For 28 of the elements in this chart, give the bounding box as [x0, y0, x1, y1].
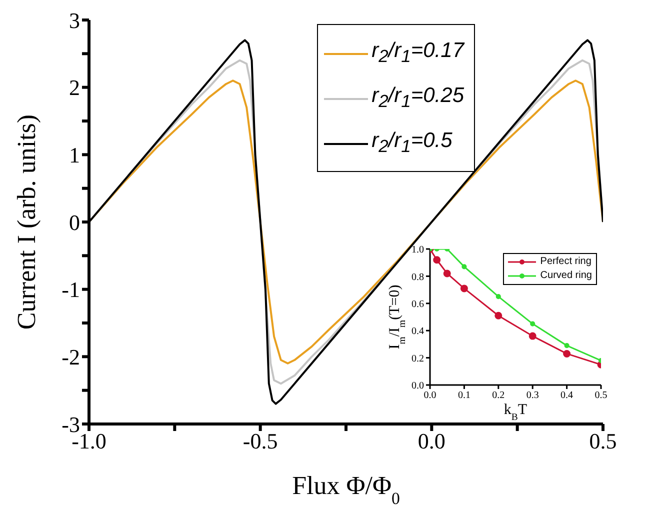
x-tick-label: 0.0 [424, 390, 436, 402]
x-tick-label: 0.2 [492, 390, 505, 402]
legend-label: r$_{2}$/r$_{1}$=0.5 [372, 128, 452, 159]
y-tick-label: 0.8 [412, 272, 424, 283]
y-tick-label: 2 [69, 75, 80, 100]
legend-label: Curved ring [540, 269, 592, 283]
y-tick-label: 0.6 [412, 298, 424, 310]
y-tick-label: -1 [62, 277, 80, 302]
legend-label: r$_{2}$/r$_{1}$=0.25 [372, 83, 464, 114]
x-tick-label: 0.5 [589, 428, 617, 454]
y-tick-label: 0.4 [412, 326, 424, 338]
y-tick-label: 0.2 [412, 353, 424, 364]
x-tick-label: 0.3 [526, 390, 539, 402]
y-tick-label: 3 [69, 8, 80, 33]
x-tick-label: 0.1 [458, 390, 470, 402]
y-tick-label: 0.0 [412, 380, 424, 392]
y-tick-label: 0 [69, 210, 80, 235]
y-tick-label: -2 [62, 344, 80, 370]
x-tick-label: -0.5 [242, 428, 278, 454]
x-axis-title: k$_{B}$T [504, 402, 528, 422]
x-tick-label: 0.5 [594, 390, 608, 402]
x-tick-label: 0.4 [560, 390, 574, 402]
x-axis-title: Flux Φ/Φ$_{0}$ [292, 471, 400, 508]
y-tick-label: 1.0 [412, 244, 424, 256]
y-axis-title: Current I (arb. units) [12, 114, 41, 330]
legend-label: Perfect ring [540, 255, 592, 269]
legend-label: r$_{2}$/r$_{1}$=0.17 [372, 38, 464, 68]
y-tick-label: 1 [69, 142, 80, 168]
